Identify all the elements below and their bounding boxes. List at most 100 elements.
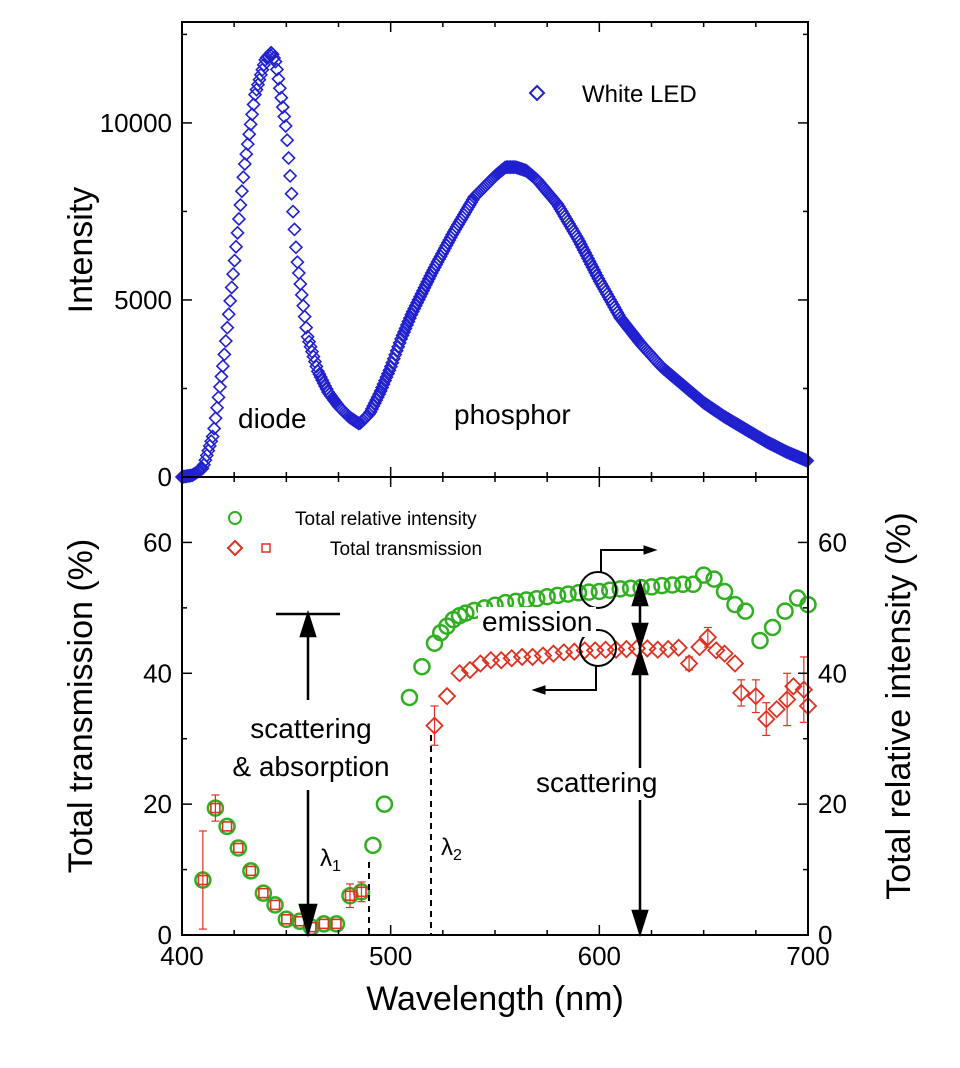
white-led-point: [240, 137, 255, 152]
error-bar: [345, 883, 354, 909]
transmission-point: [596, 640, 615, 660]
white-led-point: [611, 307, 626, 323]
transmission-point: [425, 716, 444, 735]
relative-intensity-point: [413, 657, 431, 676]
white-led-point: [299, 320, 314, 335]
white-led-point: [221, 307, 236, 322]
white-led-point: [223, 293, 238, 309]
transmission-point: [585, 641, 605, 660]
left-y-tick-label: 40: [143, 658, 172, 688]
x-tick-label: 400: [160, 941, 203, 971]
relative-intensity-point: [751, 631, 769, 650]
transmission-point: [767, 699, 786, 719]
relative-intensity-point: [375, 795, 394, 813]
white-led-point: [205, 429, 220, 444]
right-y-axis-label: Total relative intensity (%): [880, 512, 918, 899]
transmission-square-point: [344, 890, 356, 902]
relative-intensity-point: [684, 575, 702, 594]
white-led-point: [218, 333, 233, 349]
relative-intensity-point: [548, 586, 567, 605]
relative-intensity-point: [457, 604, 475, 622]
white-led-point: [233, 197, 248, 213]
error-bar: [799, 656, 808, 723]
transmission-point: [471, 654, 490, 673]
relative-intensity-point: [611, 580, 629, 598]
relative-intensity-point: [590, 582, 609, 601]
white-led-point: [236, 170, 251, 185]
bottom-y-axis-label: Total transmission (%): [62, 539, 100, 873]
relative-intensity-point: [763, 618, 782, 637]
right-y-tick-label: 0: [818, 920, 832, 950]
relative-intensity-point: [569, 584, 588, 602]
legend-square-marker: [261, 543, 271, 553]
white-led-point: [294, 287, 309, 302]
white-led-point: [234, 184, 250, 199]
annotation-scattering: scattering: [536, 767, 657, 798]
error-bar: [783, 672, 792, 727]
top-y-tick-label: 10000: [100, 108, 172, 138]
transmission-square-point: [245, 865, 257, 877]
white-led-point: [231, 211, 247, 227]
annotation-overlays: [205, 545, 698, 938]
x-tick-label: 500: [369, 941, 412, 971]
relative-intensity-point: [663, 576, 682, 594]
transmission-point: [690, 637, 709, 657]
relative-intensity-point: [653, 576, 671, 595]
top-y-tick-label: 0: [158, 462, 172, 492]
white-led-point: [224, 280, 239, 295]
white-led-point: [239, 146, 254, 162]
transmission-point: [450, 664, 469, 683]
transmission-point: [706, 641, 726, 660]
white-led-point: [309, 359, 324, 374]
transmission-point: [544, 644, 563, 663]
white-led-point: [315, 372, 330, 388]
relative-intensity-point: [642, 578, 661, 596]
relative-intensity-point: [580, 583, 598, 601]
error-bar: [357, 881, 366, 903]
transmission-point: [746, 686, 766, 706]
error-bar: [751, 679, 760, 714]
left-y-tick-label: 60: [143, 527, 172, 557]
white-led-point: [207, 421, 222, 436]
relative-intensity-point: [674, 575, 692, 594]
x-tick-label: 600: [578, 941, 621, 971]
relative-intensity-point: [715, 582, 734, 601]
transmission-square-point: [233, 842, 244, 854]
transmission-point: [777, 690, 797, 709]
transmission-point: [731, 683, 751, 703]
annotation-lambda1: λ1: [320, 845, 341, 875]
white-led-point: [243, 117, 258, 132]
transmission-square-point: [281, 913, 292, 925]
legend-diamond-marker: [528, 84, 546, 102]
label-background: [478, 607, 596, 637]
legend-total-relative-intensity: Total relative intensity: [295, 509, 477, 530]
white-led-point: [280, 133, 295, 148]
transmission-square-point: [318, 918, 330, 930]
right-y-tick-label: 20: [818, 789, 847, 819]
white-led-point: [278, 118, 293, 134]
label-background: [530, 768, 698, 800]
right-y-tick-label: 40: [818, 658, 847, 688]
white-led-point: [237, 156, 252, 172]
white-led-point: [290, 255, 305, 270]
left-y-tick-label: 20: [143, 789, 172, 819]
transmission-point: [715, 644, 734, 663]
transmission-square-point: [356, 886, 367, 898]
white-led-point: [287, 222, 302, 237]
relative-intensity-point: [229, 839, 248, 857]
error-bar: [762, 702, 771, 737]
transmission-square-point: [197, 874, 209, 886]
transmission-square-point: [258, 887, 269, 899]
white-led-point: [246, 97, 261, 112]
relative-intensity-point: [559, 585, 577, 603]
relative-intensity-point: [538, 587, 556, 606]
relative-intensity-point: [705, 570, 723, 588]
white-led-point: [296, 298, 311, 313]
x-tick-label: 700: [786, 941, 829, 971]
white-led-point: [291, 265, 306, 281]
white-led-point: [215, 358, 231, 374]
label-background: [205, 712, 417, 784]
transmission-point: [502, 648, 521, 668]
transmission-point: [698, 628, 718, 647]
